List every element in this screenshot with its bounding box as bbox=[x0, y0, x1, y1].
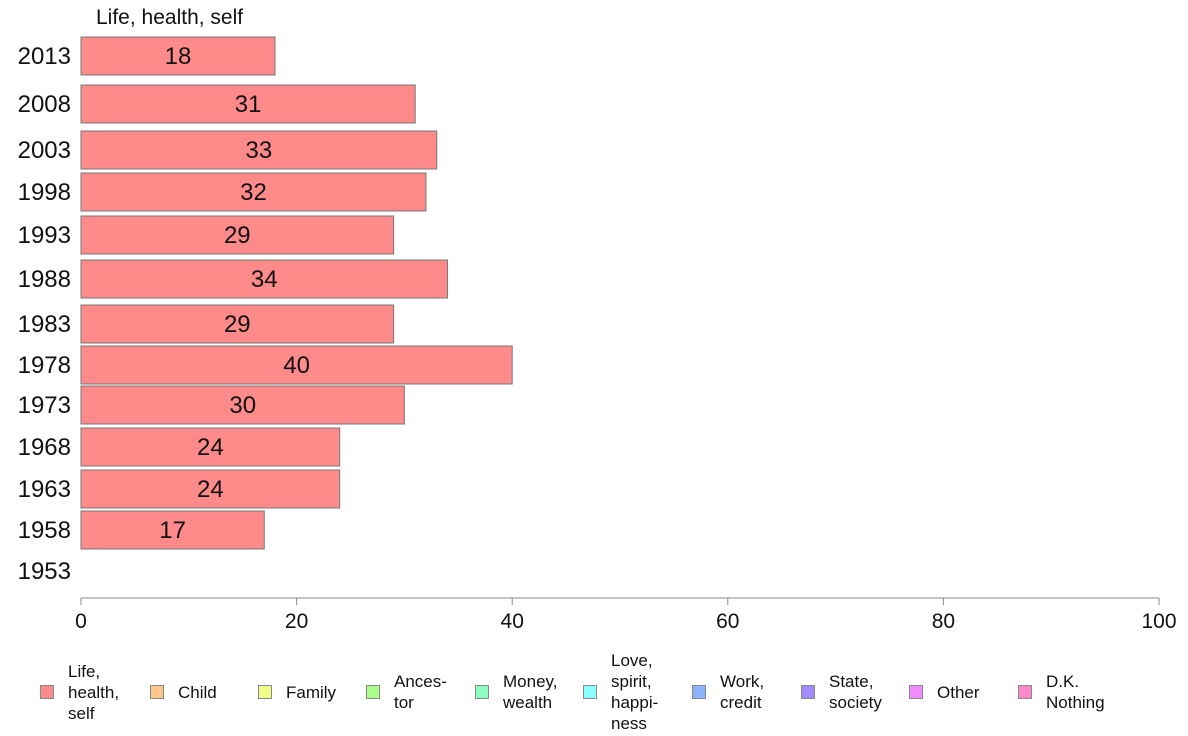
bar-value-label: 18 bbox=[165, 43, 192, 70]
bar bbox=[80, 259, 449, 299]
bar bbox=[80, 215, 395, 255]
bar-value-label: 31 bbox=[235, 91, 262, 118]
legend-swatch bbox=[583, 685, 597, 699]
series-header-label: Life, health, self bbox=[96, 6, 244, 29]
x-tick-label: 100 bbox=[1141, 610, 1176, 633]
bar bbox=[80, 427, 341, 467]
x-tick-label: 80 bbox=[932, 610, 955, 633]
bar bbox=[80, 385, 405, 425]
legend-label: Life, health, self bbox=[68, 661, 120, 723]
bar bbox=[80, 469, 341, 509]
legend-swatch bbox=[40, 685, 54, 699]
bar-value-label: 17 bbox=[159, 517, 186, 544]
legend-item: Ances- tor bbox=[366, 648, 447, 736]
bar bbox=[80, 510, 265, 550]
y-tick-label: 1953 bbox=[18, 558, 71, 585]
legend-swatch bbox=[366, 685, 380, 699]
x-tick-label: 0 bbox=[75, 610, 87, 633]
y-tick-label: 2003 bbox=[18, 137, 71, 164]
legend-label: Work, credit bbox=[720, 672, 765, 712]
bar-chart: 2013 18 2008 31 2003 33 1998 32 1993 29 1988 34 1983… bbox=[18, 36, 1177, 633]
legend-item: Life, health, self bbox=[40, 648, 119, 736]
legend-label: Other bbox=[937, 682, 980, 702]
legend-swatch bbox=[909, 685, 923, 699]
y-tick-label: 1998 bbox=[18, 179, 71, 206]
y-tick-label: 1968 bbox=[18, 434, 71, 461]
y-tick-label: 2013 bbox=[18, 43, 71, 70]
bar-value-label: 34 bbox=[251, 266, 278, 293]
bar bbox=[80, 36, 276, 76]
bar bbox=[80, 130, 438, 170]
legend-swatch bbox=[1018, 685, 1032, 699]
y-tick-label: 2008 bbox=[18, 91, 71, 118]
bar-value-label: 32 bbox=[240, 179, 267, 206]
legend: Life, health, self Child Family Ances- tor M… bbox=[0, 648, 1188, 736]
bar bbox=[80, 172, 427, 212]
legend-swatch bbox=[475, 685, 489, 699]
x-tick-label: 20 bbox=[285, 610, 308, 633]
legend-label: Love, spirit, happi- ness bbox=[611, 651, 659, 733]
bar-value-label: 29 bbox=[224, 222, 251, 249]
bar-value-label: 40 bbox=[283, 352, 310, 379]
legend-label: Family bbox=[286, 682, 337, 702]
legend-item: Money, wealth bbox=[475, 648, 558, 736]
legend-swatch bbox=[692, 685, 706, 699]
y-tick-label: 1973 bbox=[18, 392, 71, 419]
bar-value-label: 24 bbox=[197, 476, 224, 503]
bar bbox=[80, 84, 416, 124]
x-tick-label: 40 bbox=[501, 610, 524, 633]
legend-item: Work, credit bbox=[692, 648, 764, 736]
legend-item: State, society bbox=[801, 648, 882, 736]
legend-swatch bbox=[258, 685, 272, 699]
legend-item: Other bbox=[909, 648, 980, 736]
x-tick-label: 60 bbox=[716, 610, 739, 633]
bar-value-label: 29 bbox=[224, 311, 251, 338]
legend-label: State, society bbox=[829, 672, 882, 712]
bar bbox=[80, 345, 513, 385]
y-tick-label: 1958 bbox=[18, 517, 71, 544]
legend-label: Money, wealth bbox=[503, 672, 558, 712]
legend-item: Love, spirit, happi- ness bbox=[583, 648, 658, 736]
bar bbox=[80, 304, 395, 344]
bar-value-label: 33 bbox=[246, 137, 273, 164]
legend-label: Child bbox=[178, 682, 217, 702]
legend-swatch bbox=[150, 685, 164, 699]
y-tick-label: 1988 bbox=[18, 266, 71, 293]
legend-item: D.K. Nothing bbox=[1018, 648, 1105, 736]
bar-value-label: 30 bbox=[229, 392, 256, 419]
y-tick-label: 1993 bbox=[18, 222, 71, 249]
legend-label: D.K. Nothing bbox=[1046, 672, 1105, 712]
legend-item: Child bbox=[150, 648, 217, 736]
legend-label: Ances- tor bbox=[394, 672, 447, 712]
y-tick-label: 1978 bbox=[18, 352, 71, 379]
y-tick-label: 1983 bbox=[18, 311, 71, 338]
legend-item: Family bbox=[258, 648, 336, 736]
y-tick-label: 1963 bbox=[18, 476, 71, 503]
bar-value-label: 24 bbox=[197, 434, 224, 461]
legend-swatch bbox=[801, 685, 815, 699]
